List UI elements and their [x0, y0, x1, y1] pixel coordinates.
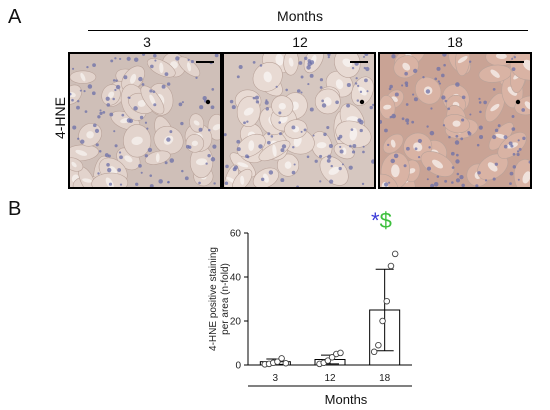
x-tick-label: 18: [379, 373, 391, 384]
column-label-12: 12: [292, 34, 308, 50]
data-point: [324, 357, 332, 364]
x-axis-title: Months: [324, 392, 368, 407]
micrograph-18-months: [378, 52, 532, 189]
top-header: Months: [277, 8, 323, 24]
column-label-18: 18: [447, 34, 463, 50]
y-tick-label: 60: [230, 229, 242, 240]
data-point: [375, 341, 382, 349]
data-point: [387, 262, 395, 270]
data-point: [328, 354, 336, 361]
data-point: [274, 358, 281, 365]
data-point: [337, 349, 344, 357]
data-point: [383, 297, 391, 305]
y-tick-label: 20: [230, 317, 242, 328]
significance-dollar: $: [379, 208, 392, 233]
data-point: [282, 359, 290, 367]
data-point: [379, 317, 386, 325]
panel-b-letter: B: [8, 198, 22, 220]
y-tick-label: 40: [230, 273, 242, 284]
x-tick-label: 3: [273, 373, 279, 384]
y-axis-label: 4-HNE positive stainingper area (n-fold): [208, 247, 231, 351]
data-point: [391, 250, 399, 258]
micrograph-3-months: [68, 52, 222, 189]
data-point: [278, 355, 285, 362]
data-point: [370, 348, 378, 356]
column-label-3: 3: [143, 34, 151, 50]
panel-a-letter: A: [8, 6, 22, 28]
micrograph-12-months: [222, 52, 376, 189]
significance-star: *: [371, 208, 380, 233]
x-tick-label: 12: [324, 373, 336, 384]
header-rule: [88, 30, 528, 31]
significance-markers: *$: [371, 208, 392, 234]
y-tick-label: 0: [235, 361, 241, 372]
